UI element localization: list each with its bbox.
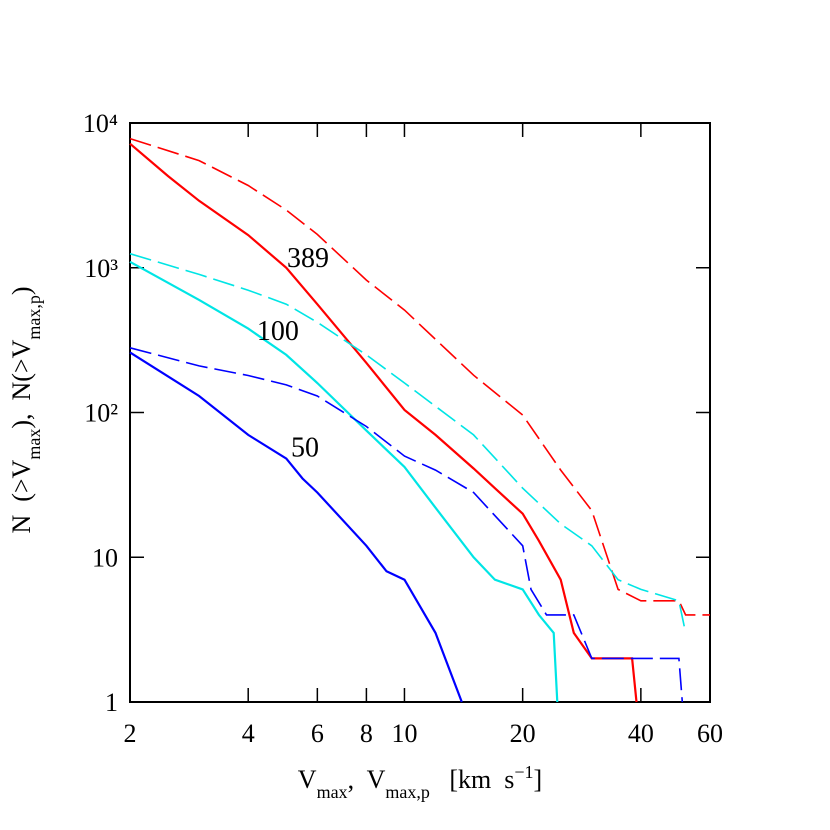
x-axis-label-part: max — [317, 782, 348, 802]
x-tick-label: 60 — [697, 719, 723, 748]
x-axis-label-part: [km s — [430, 765, 515, 794]
series-line — [129, 347, 684, 703]
x-tick-label: 40 — [628, 719, 654, 748]
y-tick-label: 10² — [84, 399, 118, 428]
y-tick-label: 10⁴ — [83, 109, 118, 138]
y-axis-label-part: max — [24, 429, 44, 460]
y-tick-label: 10 — [92, 543, 118, 572]
annotation: 100 — [257, 316, 299, 347]
x-axis-label-part: V — [298, 765, 317, 794]
y-axis-label-part: ) — [7, 286, 36, 295]
x-tick-label: 6 — [311, 719, 324, 748]
x-tick-label: 8 — [360, 719, 373, 748]
x-axis-label: Vmax, Vmax,p [km s−1] — [298, 762, 542, 802]
x-tick-label: 20 — [510, 719, 536, 748]
plot-frame — [129, 122, 711, 703]
y-axis-label-part: max,p — [24, 295, 44, 340]
y-tick-label: 1 — [105, 688, 118, 717]
series-line — [129, 260, 559, 703]
y-tick-label: 10³ — [84, 254, 118, 283]
y-axis-label-part: ), N(>V — [7, 339, 36, 428]
annotation: 50 — [291, 433, 319, 464]
annotation: 389 — [287, 243, 329, 274]
series-line — [129, 142, 638, 703]
series-line — [129, 137, 710, 616]
x-axis-label-part: , V — [348, 765, 386, 794]
x-tick-label: 2 — [124, 719, 137, 748]
series-line — [129, 252, 687, 634]
x-axis-label-part: ] — [534, 765, 543, 794]
x-tick-label: 10 — [391, 719, 417, 748]
y-axis-label-part: N (>V — [7, 459, 36, 533]
x-axis-label-part: max,p — [385, 782, 430, 802]
x-axis-label-part: −1 — [514, 762, 533, 782]
x-tick-label: 4 — [242, 719, 255, 748]
series-line — [129, 351, 463, 703]
y-axis-label: N (>Vmax), N(>Vmax,p) — [7, 286, 44, 533]
